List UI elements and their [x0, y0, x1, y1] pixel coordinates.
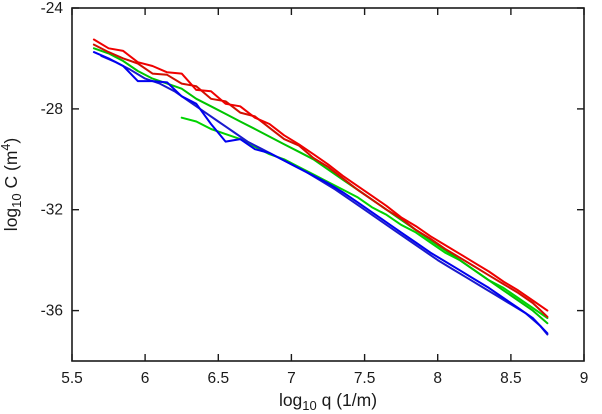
x-tick-label: 9 [580, 370, 589, 387]
y-tick-label: -24 [41, 0, 64, 17]
tick-labels: 5.5 6 6.5 7 7.5 8 8.5 9 -24 -28 -32 -36 [41, 0, 589, 387]
x-tick-label: 6.5 [208, 370, 230, 387]
x-axis-label: log10 q (1/m) [279, 390, 377, 413]
x-tick-label: 7.5 [354, 370, 376, 387]
x-tick-label: 5.5 [61, 370, 83, 387]
y-tick-label: -32 [41, 202, 63, 219]
x-tick-label: 8 [433, 370, 442, 387]
y-tick-label: -36 [41, 303, 63, 320]
x-tick-label: 8.5 [500, 370, 522, 387]
y-tick-label: -28 [41, 101, 63, 118]
series-red-1 [92, 38, 549, 312]
x-tick-label: 7 [287, 370, 296, 387]
series-blue-2 [100, 54, 549, 336]
axes-frame [71, 7, 585, 362]
series-green-2 [180, 116, 549, 320]
series-red-2 [92, 43, 549, 318]
x-tick-label: 6 [141, 370, 150, 387]
plot-area [92, 38, 549, 336]
series-blue-1 [92, 51, 549, 335]
y-axis-label: log10 C (m4) [0, 138, 24, 231]
